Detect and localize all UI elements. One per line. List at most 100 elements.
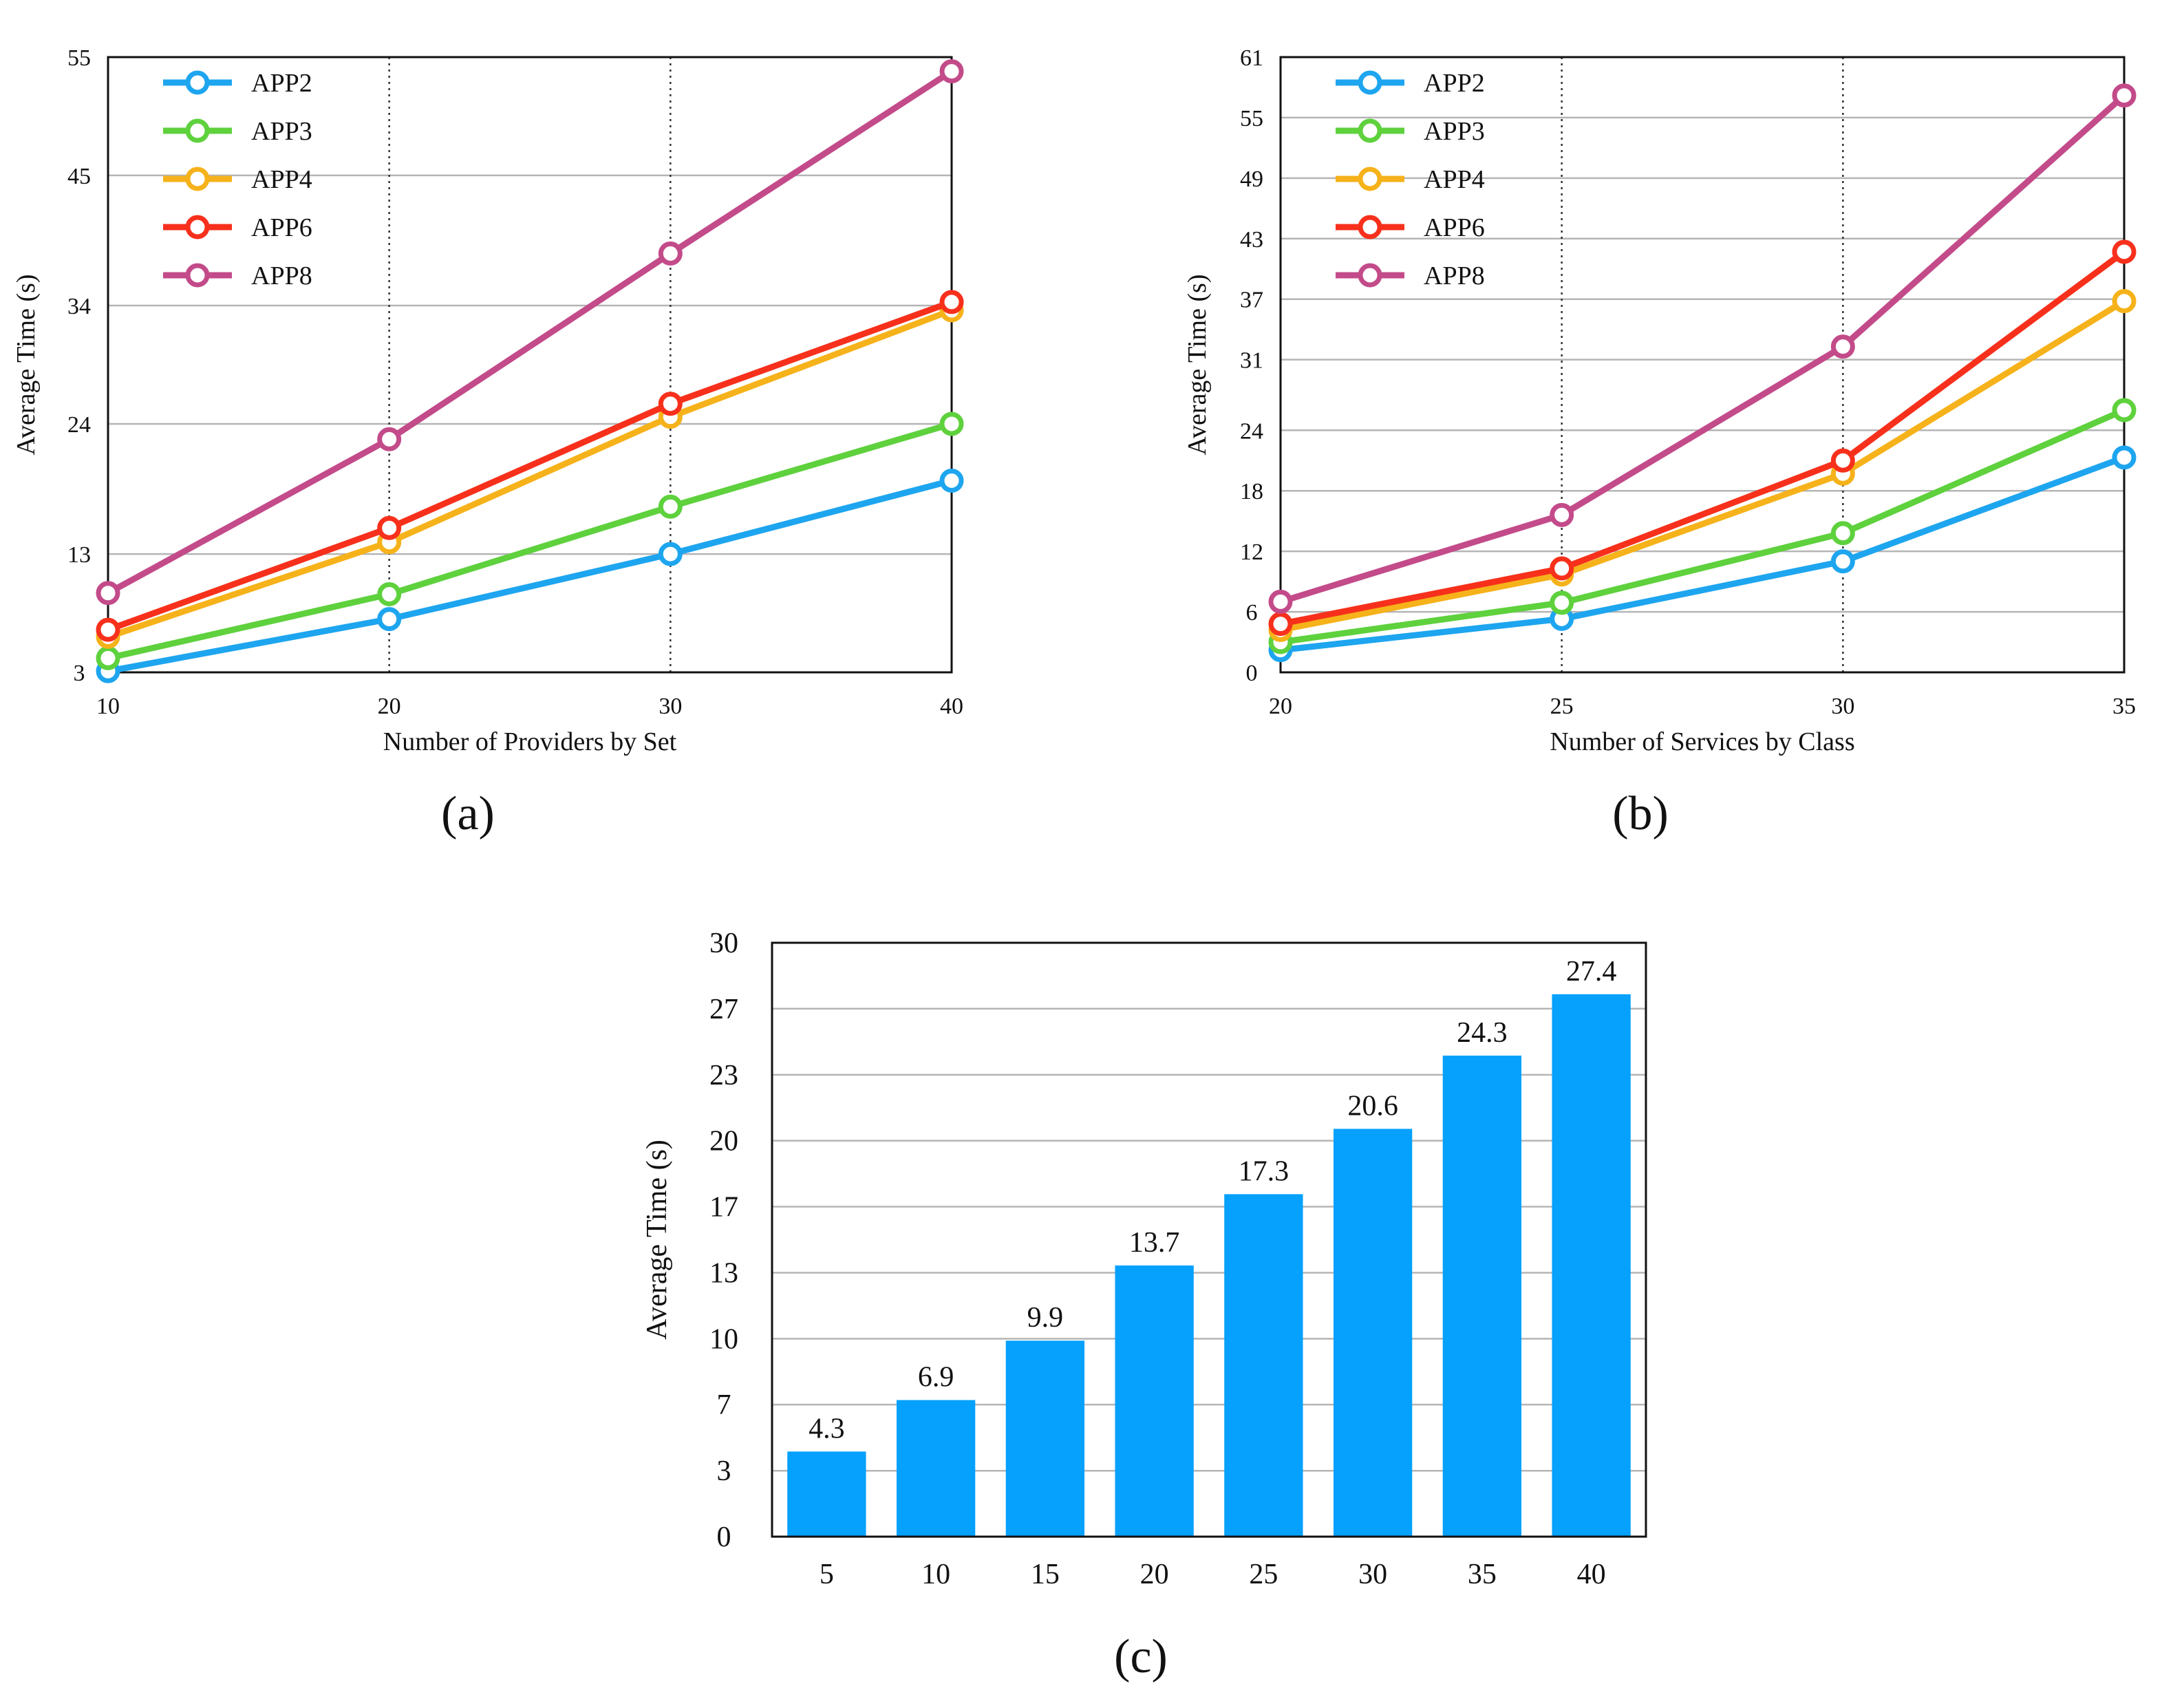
legend-label: APP4 [251, 165, 312, 194]
data-point-app2 [2112, 445, 2137, 470]
series-line-app2 [107, 478, 953, 674]
bar-15 [1005, 1341, 1085, 1537]
y-tick-label: 55 [67, 45, 91, 71]
legend-marker-app3 [185, 118, 210, 143]
y-tick-label: 27 [709, 994, 738, 1025]
y-tick-label: 17 [709, 1191, 738, 1223]
data-point-app6 [1550, 556, 1574, 581]
bar-35 [1442, 1055, 1522, 1537]
chart-b-line: 0 6 12 18 24 31 37 43 49 55 61 20 25 30 35 Number of Se… [1183, 45, 2137, 840]
x-tick-label: 30 [659, 694, 682, 719]
series-line-app6 [107, 299, 953, 633]
series-line-app3 [1280, 407, 2126, 645]
x-tick-label: 35 [1468, 1559, 1497, 1590]
plot-frame [1279, 56, 2126, 674]
y-tick-label: 18 [1240, 479, 1263, 504]
y-tick-label: 30 [709, 928, 738, 959]
chart-a-line: 3 13 24 34 45 55 10 20 30 40 Number of Providers b… [12, 45, 964, 840]
legend-label: APP6 [251, 213, 312, 242]
data-point-app3 [377, 582, 402, 607]
series-line-app6 [1280, 249, 2126, 628]
data-point-app3 [1550, 590, 1574, 615]
chart-c-bar: 4.356.9109.91513.72017.32520.63024.33527… [641, 928, 1647, 1683]
x-axis-title: Number of Services by Class [1550, 727, 1854, 756]
bar-value-label: 13.7 [1129, 1227, 1180, 1259]
bar-value-label: 17.3 [1239, 1155, 1289, 1187]
legend-marker-app6 [1358, 215, 1382, 239]
data-point-app6 [658, 392, 683, 416]
legend-label: APP3 [251, 117, 312, 146]
data-point-app2 [939, 468, 964, 493]
legend-label: APP2 [1424, 69, 1485, 98]
data-point-app3 [939, 412, 964, 436]
data-point-app3 [658, 494, 683, 519]
y-tick-label: 3 [717, 1455, 731, 1487]
y-tick-label: 3 [74, 661, 85, 686]
legend-marker-app4 [185, 167, 210, 191]
data-point-app2 [658, 542, 683, 566]
series-line-app4 [107, 307, 953, 640]
data-point-app6 [377, 515, 402, 540]
legend-marker-app2 [185, 70, 210, 95]
x-tick-label: 35 [2112, 694, 2136, 719]
series-line-app2 [1280, 454, 2126, 654]
x-tick-label: 20 [1140, 1559, 1169, 1590]
bar-value-label: 27.4 [1566, 956, 1617, 988]
x-tick-label: 20 [1269, 694, 1292, 719]
data-point-app8 [1550, 502, 1574, 527]
y-tick-label: 34 [67, 294, 91, 319]
y-tick-label: 20 [709, 1126, 738, 1157]
y-tick-label: 24 [67, 412, 91, 438]
x-tick-label: 20 [378, 694, 401, 719]
legend-marker-app3 [1358, 118, 1382, 143]
y-tick-label: 49 [1240, 167, 1263, 192]
legend-label: APP8 [251, 261, 312, 290]
data-point-app8 [377, 427, 402, 451]
legend-marker-app8 [185, 263, 210, 288]
plot-frame [107, 56, 953, 674]
y-axis-title: Average Time (s) [1183, 274, 1212, 455]
series-line-app8 [106, 68, 954, 596]
bar-value-label: 20.6 [1347, 1090, 1398, 1122]
bar-25 [1224, 1194, 1303, 1537]
data-point-app6 [1830, 448, 1855, 473]
legend-marker-app2 [1358, 70, 1382, 95]
x-tick-label: 30 [1358, 1559, 1387, 1590]
y-tick-label: 37 [1240, 288, 1263, 313]
data-point-app8 [1268, 589, 1293, 614]
series-line-app8 [1279, 93, 2126, 605]
y-tick-label: 10 [709, 1323, 738, 1355]
data-point-app3 [2112, 398, 2137, 423]
data-point-app8 [658, 241, 683, 266]
bar-10 [896, 1400, 976, 1537]
x-tick-label: 30 [1831, 694, 1854, 719]
y-axis-title: Average Time (s) [12, 274, 41, 455]
data-point-app6 [1268, 612, 1293, 637]
plot-frame [771, 941, 1647, 1538]
data-point-app6 [939, 290, 964, 314]
x-tick-label: 10 [921, 1559, 950, 1590]
bar-30 [1333, 1129, 1413, 1537]
data-point-app8 [96, 581, 120, 606]
y-tick-label: 7 [717, 1389, 731, 1421]
x-tick-label: 10 [96, 694, 120, 719]
y-tick-label: 13 [67, 542, 91, 568]
data-point-app8 [2112, 83, 2137, 108]
data-point-app3 [96, 645, 120, 670]
x-tick-label: 40 [1577, 1559, 1606, 1590]
chart-caption: (c) [1114, 1630, 1168, 1683]
y-tick-label: 0 [717, 1522, 731, 1553]
bar-value-label: 6.9 [918, 1362, 954, 1394]
bar-value-label: 4.3 [809, 1413, 845, 1444]
x-tick-label: 15 [1031, 1559, 1060, 1590]
y-axis-title: Average Time (s) [641, 1140, 673, 1340]
bar-20 [1115, 1265, 1194, 1537]
series-line-app3 [107, 420, 953, 661]
legend-marker-app6 [185, 215, 210, 239]
legend-marker-app4 [1358, 167, 1382, 191]
y-tick-label: 0 [1246, 661, 1258, 686]
y-tick-label: 13 [709, 1258, 738, 1290]
chart-caption: (a) [441, 787, 495, 840]
data-point-app3 [1830, 521, 1855, 546]
bar-value-label: 24.3 [1457, 1017, 1508, 1049]
